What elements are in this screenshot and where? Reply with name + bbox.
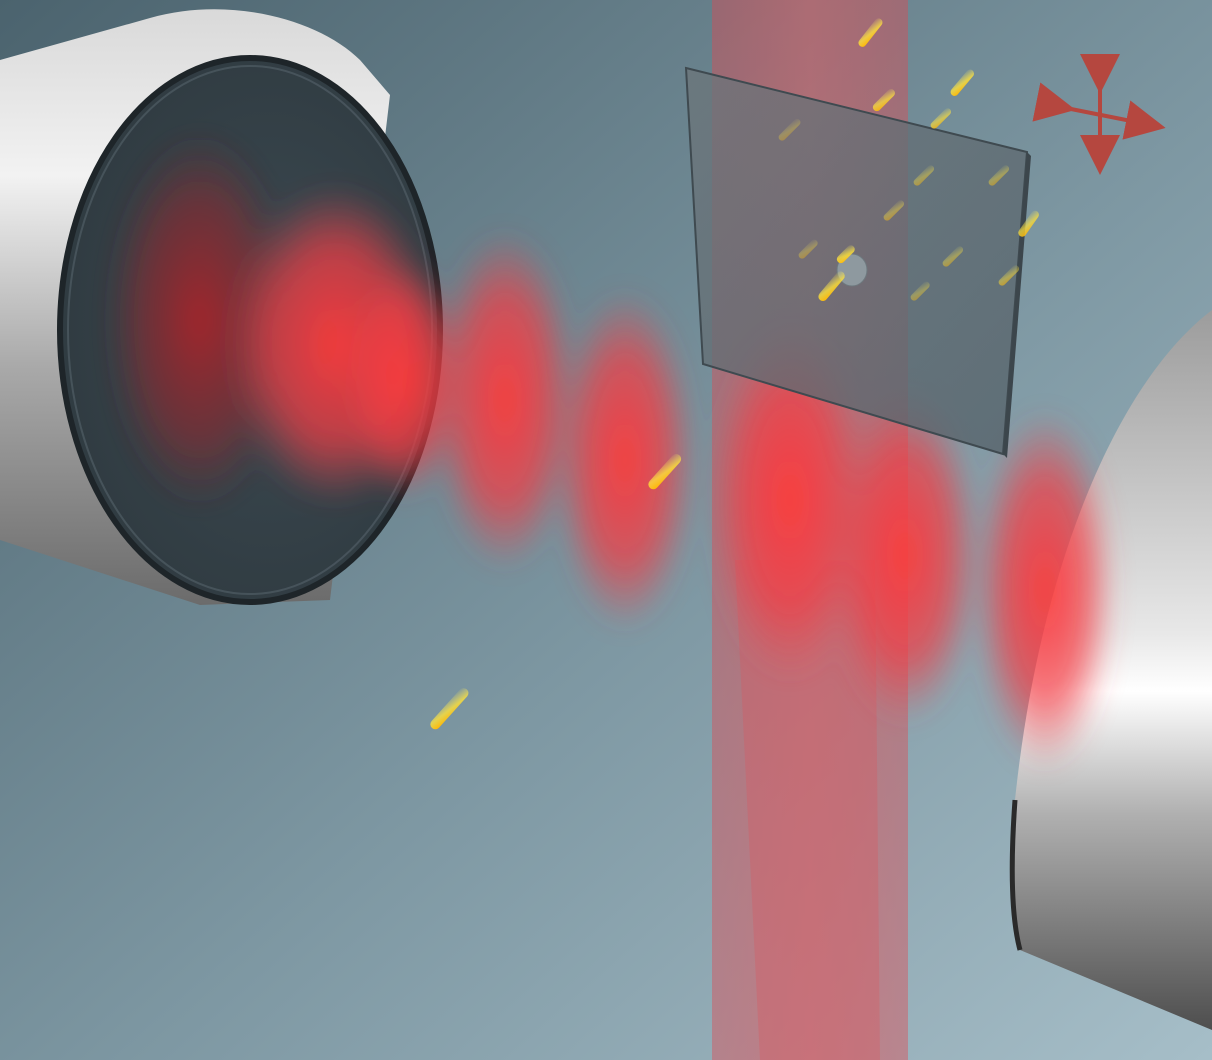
cavity-mirror-right-icon — [1009, 310, 1212, 1030]
atom-particle — [836, 245, 855, 264]
atom-particle — [883, 200, 905, 221]
atom-particle — [818, 271, 845, 302]
atom-particle — [910, 281, 930, 301]
atom-particle — [930, 108, 952, 129]
atom-particle — [872, 89, 895, 112]
standing-wave-field — [105, 130, 1115, 770]
atom-particle — [942, 246, 964, 267]
atom-particle — [950, 69, 974, 96]
vertical-laser-beam-lower — [735, 560, 880, 1060]
atom-particle — [1018, 210, 1039, 237]
atom-particle — [430, 688, 469, 730]
atom-particle — [998, 265, 1020, 286]
atom-particle — [913, 165, 935, 186]
xy-translation-arrows-icon — [1032, 54, 1166, 175]
atom-particle — [858, 18, 883, 47]
atom-particle — [798, 239, 818, 259]
atom-particles — [430, 18, 1039, 730]
atom-particle — [988, 165, 1010, 186]
atom-particle — [778, 118, 801, 141]
atom-particle — [648, 454, 682, 490]
